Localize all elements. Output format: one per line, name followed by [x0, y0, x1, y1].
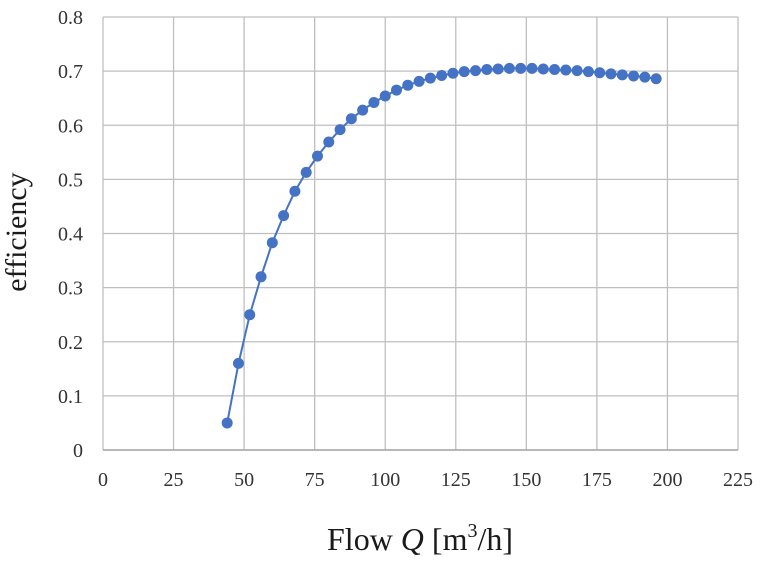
- data-point: [345, 113, 357, 125]
- data-point: [402, 79, 414, 91]
- data-point: [605, 68, 617, 80]
- data-point: [311, 150, 323, 162]
- data-point: [549, 64, 561, 76]
- x-tick-label: 25: [164, 469, 184, 491]
- x-axis-label-unit-exponent: 3: [467, 520, 477, 542]
- data-point: [481, 64, 493, 76]
- data-point: [571, 65, 583, 77]
- x-axis-label-prefix: Flow: [327, 521, 401, 557]
- data-point: [379, 90, 391, 102]
- data-point: [560, 64, 572, 76]
- data-point: [470, 65, 482, 77]
- data-point: [515, 62, 527, 74]
- data-point: [266, 237, 278, 249]
- x-tick-label: 150: [511, 469, 541, 491]
- tick-labels: 0 25 50 75 100 125 150 175 200 225 0 0.1 0.2 0.3 0.4 0.…: [58, 7, 753, 491]
- x-axis-label-unit: [m: [424, 521, 468, 557]
- data-point: [492, 63, 504, 75]
- x-axis-label-variable: Q: [401, 521, 424, 557]
- data-point: [391, 84, 403, 96]
- data-point: [594, 67, 606, 79]
- data-point: [221, 417, 233, 429]
- data-point: [447, 67, 459, 79]
- y-tick-label: 0: [73, 440, 83, 462]
- x-tick-label: 100: [370, 469, 400, 491]
- data-point: [278, 210, 290, 222]
- x-tick-label: 125: [441, 469, 471, 491]
- y-tick-label: 0.8: [58, 7, 83, 29]
- data-point: [368, 97, 380, 109]
- data-point: [289, 185, 301, 197]
- data-point: [413, 75, 425, 87]
- x-tick-label: 175: [582, 469, 612, 491]
- y-tick-label: 0.2: [58, 332, 83, 354]
- data-point: [616, 69, 628, 81]
- data-point: [537, 63, 549, 75]
- data-point: [436, 69, 448, 81]
- y-tick-label: 0.6: [58, 115, 83, 137]
- y-axis-label: efficiency: [0, 172, 33, 291]
- y-tick-label: 0.5: [58, 169, 83, 191]
- x-tick-label: 225: [723, 469, 753, 491]
- x-tick-label: 75: [305, 469, 325, 491]
- x-tick-label: 50: [234, 469, 254, 491]
- data-series: [221, 62, 662, 429]
- x-tick-label: 0: [98, 469, 108, 491]
- data-point: [526, 62, 538, 74]
- data-point: [334, 124, 346, 136]
- y-tick-label: 0.1: [58, 386, 83, 408]
- x-axis-label: Flow Q [m3/h]: [327, 520, 513, 557]
- x-tick-label: 200: [652, 469, 682, 491]
- data-point: [323, 136, 335, 148]
- data-point: [357, 104, 369, 116]
- data-point: [503, 62, 515, 74]
- y-tick-label: 0.4: [58, 224, 83, 246]
- data-point: [255, 271, 267, 283]
- data-point: [244, 309, 256, 321]
- data-point: [639, 71, 651, 83]
- y-tick-label: 0.3: [58, 278, 83, 300]
- data-point: [424, 72, 436, 84]
- data-point: [300, 166, 312, 178]
- data-point: [458, 66, 470, 78]
- data-point: [582, 66, 594, 78]
- data-point: [650, 73, 662, 85]
- y-tick-label: 0.7: [58, 61, 83, 83]
- series-line: [226, 67, 657, 424]
- data-point: [628, 70, 640, 82]
- x-axis-label-unit-end: /h]: [477, 521, 513, 557]
- data-point: [232, 357, 244, 369]
